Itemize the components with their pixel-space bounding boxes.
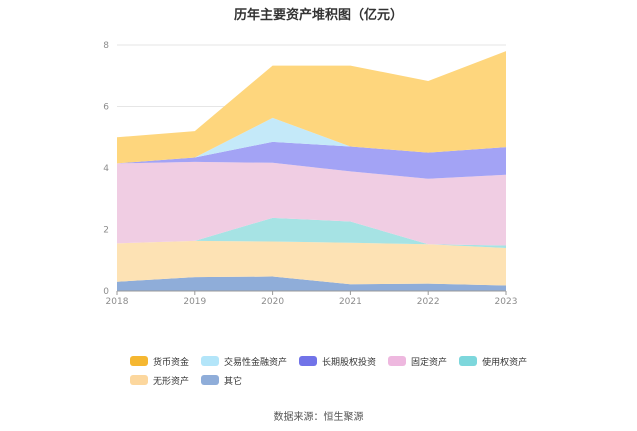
- legend-label: 其它: [224, 376, 243, 387]
- legend-label: 货币资金: [153, 357, 190, 368]
- area-series: [117, 51, 506, 291]
- x-tick-label: 2021: [339, 297, 362, 307]
- legend-swatch: [130, 356, 148, 366]
- legend-label: 交易性金融资产: [224, 357, 288, 368]
- area-交易性金融资产: [117, 117, 506, 164]
- legend-swatch: [201, 356, 220, 366]
- x-tick-label: 2019: [183, 297, 206, 307]
- y-tick-label: 8: [103, 41, 109, 51]
- legend-label: 无形资产: [153, 376, 190, 387]
- legend-label: 长期股权投资: [322, 357, 377, 368]
- legend-items: 货币资金 交易性金融资产 长期股权投资 固定资产 使用权资产无形资产 其它: [130, 355, 550, 393]
- area-使用权资产: [117, 217, 506, 248]
- y-tick-label: 2: [103, 226, 109, 236]
- legend-swatch: [459, 356, 478, 366]
- legend-swatch: [299, 356, 318, 366]
- x-tick-label: 2022: [417, 297, 440, 307]
- area-固定资产: [117, 161, 506, 246]
- legend-item[interactable]: 使用权资产: [459, 355, 528, 368]
- area-长期股权投资: [117, 141, 506, 179]
- chart-title: 历年主要资产堆积图（亿元）: [233, 8, 403, 23]
- legend-item[interactable]: 长期股权投资: [299, 355, 377, 368]
- legend-swatch: [130, 375, 148, 385]
- legend-swatch: [201, 375, 220, 385]
- legend-item[interactable]: 其它: [201, 374, 243, 387]
- area-无形资产: [117, 240, 506, 286]
- legend-swatch: [388, 356, 407, 366]
- legend: 货币资金 交易性金融资产 长期股权投资 固定资产 使用权资产无形资产 其它: [130, 355, 550, 393]
- x-tick-label: 2018: [106, 297, 129, 307]
- axes: 0 2 4 6 8 2018 2019 2020 2021 2022 2023: [103, 41, 517, 307]
- legend-label: 使用权资产: [482, 357, 528, 368]
- x-tick-label: 2023: [495, 297, 518, 307]
- y-tick-label: 6: [103, 103, 109, 113]
- legend-label: 固定资产: [411, 357, 448, 368]
- legend-item[interactable]: 货币资金: [130, 355, 190, 368]
- area-货币资金: [117, 51, 506, 164]
- legend-item[interactable]: 无形资产: [130, 374, 190, 387]
- y-tick-label: 0: [103, 287, 109, 297]
- y-tick-label: 4: [103, 164, 109, 174]
- area-其它: [117, 276, 506, 291]
- legend-item[interactable]: 交易性金融资产: [201, 355, 288, 368]
- data-source-note: 数据来源：恒生聚源: [273, 412, 364, 423]
- x-tick-label: 2020: [261, 297, 284, 307]
- legend-item[interactable]: 固定资产: [388, 355, 448, 368]
